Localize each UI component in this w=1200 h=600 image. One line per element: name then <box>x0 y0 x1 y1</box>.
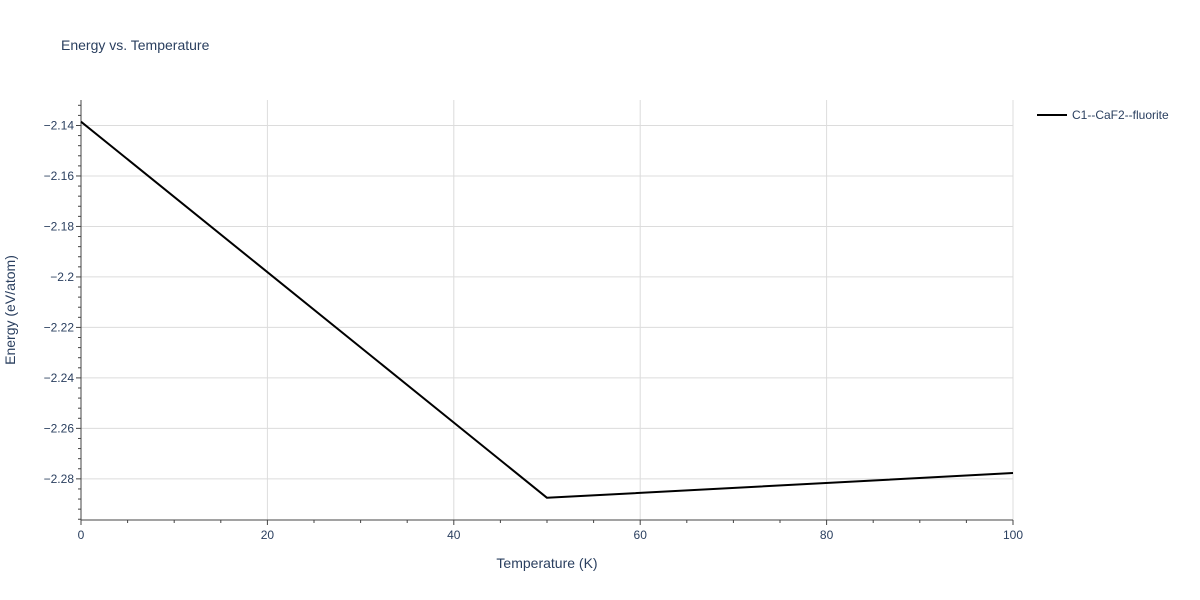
y-tick-label: −2.18 <box>44 219 75 233</box>
y-tick-label: −2.26 <box>44 421 75 435</box>
x-axis-title: Temperature (K) <box>496 555 597 571</box>
x-tick-label: 20 <box>261 528 275 542</box>
y-tick-label: −2.16 <box>44 169 75 183</box>
x-tick-label: 60 <box>634 528 648 542</box>
x-tick-label: 100 <box>1003 528 1023 542</box>
legend-label: C1--CaF2--fluorite <box>1072 108 1169 122</box>
x-tick-label: 0 <box>78 528 85 542</box>
y-axis-title: Energy (eV/atom) <box>2 255 18 365</box>
y-tick-label: −2.2 <box>50 270 74 284</box>
axes: 0 20 40 60 80 100 −2.14 −2.16 −2.18 −2.2 −2.22 −2.2… <box>44 100 1023 542</box>
y-tick-label: −2.22 <box>44 320 75 334</box>
y-tick-label: −2.24 <box>44 371 75 385</box>
y-tick-label: −2.28 <box>44 472 75 486</box>
grid <box>81 100 1014 520</box>
legend[interactable]: C1--CaF2--fluorite <box>1037 108 1169 122</box>
x-tick-label: 80 <box>820 528 834 542</box>
y-tick-label: −2.14 <box>44 118 75 132</box>
chart-title: Energy vs. Temperature <box>61 37 210 53</box>
x-tick-label: 40 <box>447 528 461 542</box>
series-layer <box>80 120 1014 499</box>
series-line <box>80 120 1014 499</box>
